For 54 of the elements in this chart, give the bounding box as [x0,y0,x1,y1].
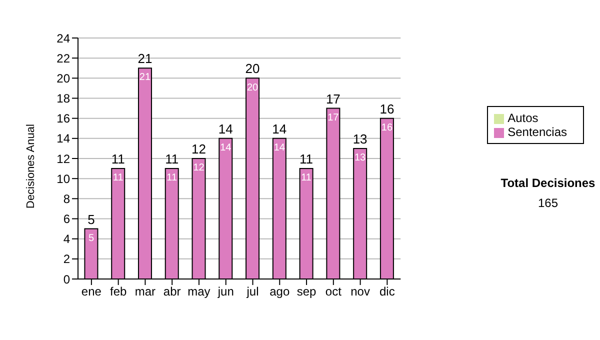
total-label: 11 [300,152,314,167]
x-tick-label: nov [350,284,370,299]
data-label: 12 [193,162,205,174]
total-label: 14 [272,121,287,136]
x-tick-label: sep [296,284,317,299]
x-tick-label: dic [380,284,395,299]
total-label: 12 [192,142,206,156]
total-label: 17 [326,91,340,106]
y-tick-label: 20 [56,71,70,86]
data-label: 14 [274,142,286,154]
x-tick-label: jul [246,284,259,299]
y-tick-label: 6 [63,212,70,226]
y-tick-label: 18 [56,92,70,106]
y-axis-title: Decisiones Anual [24,124,37,208]
data-label: 13 [354,152,366,164]
y-tick-label: 0 [63,272,70,286]
data-label: 5 [88,232,94,244]
y-tick-label: 10 [56,172,70,186]
y-tick-label: 22 [56,51,70,66]
x-tick-label: may [188,284,210,299]
y-tick-label: 12 [56,152,70,166]
legend-label: Autos [508,111,538,125]
y-tick-label: 4 [63,232,70,246]
y-tick-label: 14 [56,132,70,146]
data-label: 11 [166,172,178,184]
y-tick-label: 24 [56,31,70,46]
y-tick-label: 8 [63,192,70,206]
total-label: 11 [111,152,125,167]
total-label: 20 [245,61,260,76]
total-label: 11 [165,152,179,167]
x-tick-label: mar [134,284,156,299]
total-label: 13 [352,131,368,146]
total-label: 16 [380,101,394,116]
legend-label: Sentencias [508,125,567,139]
data-label: 11 [301,172,312,184]
x-tick-label: feb [110,284,127,299]
data-label: 11 [112,172,124,184]
x-tick-label: oct [325,284,342,299]
x-tick-label: ago [270,284,290,299]
data-label: 20 [246,82,259,94]
y-tick-label: 16 [56,112,70,126]
x-tick-label: jun [216,284,234,299]
text: 165 [536,196,560,210]
data-label: 17 [328,112,340,124]
y-tick-label: 2 [63,252,70,266]
text: Total Decisiones [500,176,596,190]
data-label: 21 [139,72,151,84]
total-label: 5 [88,212,95,227]
x-tick-label: abr [163,284,181,299]
total-label: 21 [138,51,152,66]
data-label: 16 [381,122,393,134]
total-label: 14 [218,121,233,136]
data-label: 14 [220,142,232,154]
x-tick-label: ene [81,284,102,299]
